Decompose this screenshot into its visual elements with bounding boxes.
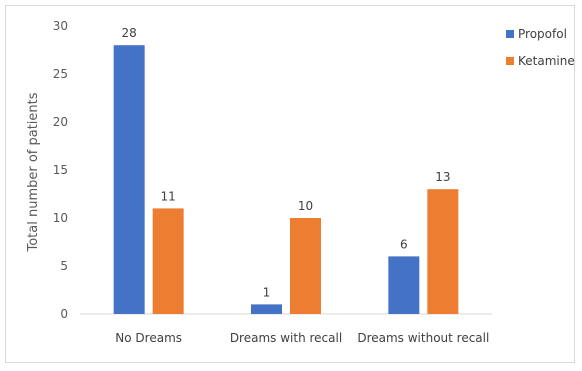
y-tick-label: 15: [53, 163, 68, 177]
y-tick-label: 25: [53, 67, 68, 81]
data-label: 10: [298, 199, 313, 213]
bar-ketamine-1: [152, 208, 184, 314]
x-category-label: Dreams without recall: [357, 331, 489, 345]
data-label: 28: [122, 26, 137, 40]
legend-swatch-propofol: [506, 30, 514, 38]
legend-label-ketamine: Ketamine: [518, 54, 575, 68]
legend-swatch-ketamine: [506, 57, 514, 65]
bar-propofol-1: [113, 45, 145, 314]
data-label: 1: [263, 285, 271, 299]
bar-ketamine-2: [290, 218, 321, 314]
y-tick-label: 5: [60, 259, 68, 273]
legend-label-propofol: Propofol: [518, 27, 567, 41]
data-label: 6: [400, 237, 408, 251]
data-label: 13: [435, 170, 450, 184]
data-label: 11: [161, 189, 176, 203]
y-tick-label: 20: [53, 115, 68, 129]
bar-propofol-3: [388, 256, 420, 314]
x-category-label: Dreams with recall: [230, 331, 342, 345]
bar-ketamine-3: [427, 189, 459, 314]
bar-propofol-2: [251, 304, 282, 314]
x-category-label: No Dreams: [115, 331, 182, 345]
y-tick-label: 30: [53, 19, 68, 33]
y-tick-label: 10: [53, 211, 68, 225]
y-tick-label: 0: [60, 307, 68, 321]
y-axis-label: Total number of patients: [26, 92, 41, 252]
chart-frame: [5, 5, 575, 363]
